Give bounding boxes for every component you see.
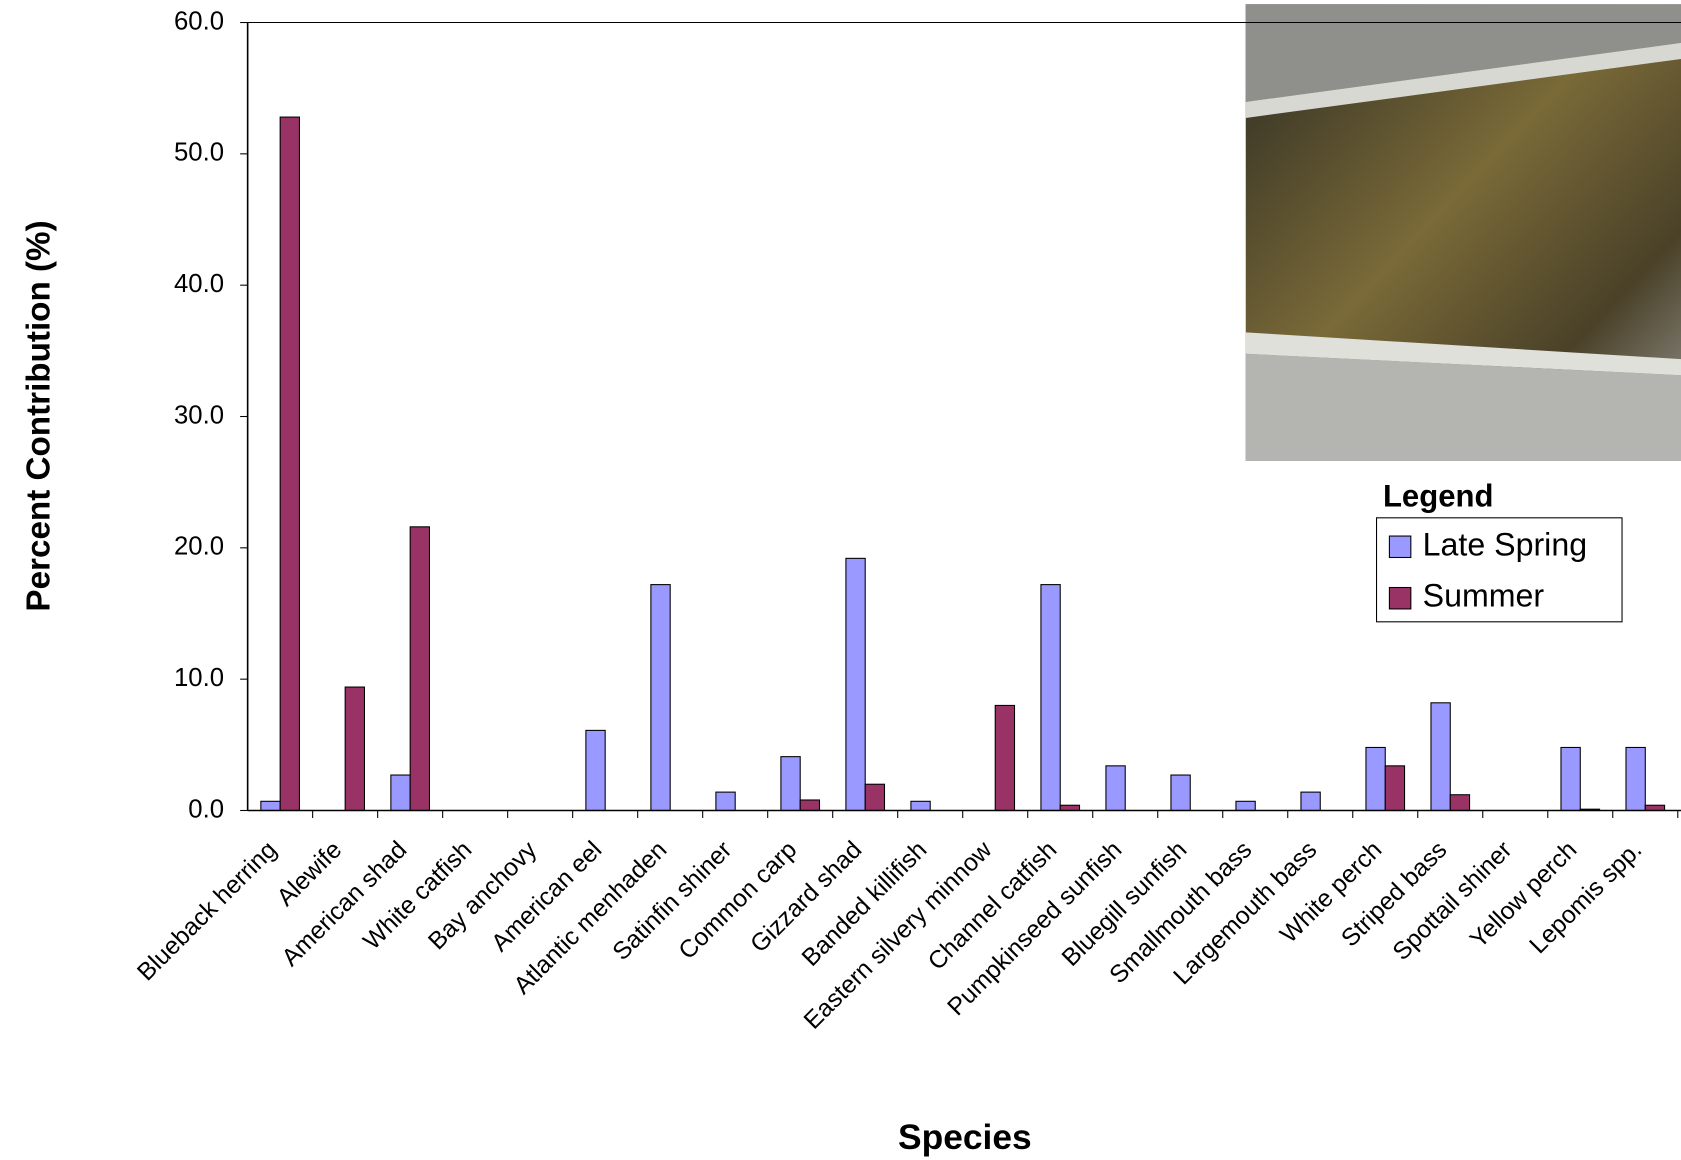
bar xyxy=(410,527,429,811)
bar xyxy=(651,585,670,811)
bar xyxy=(1450,795,1469,811)
bar xyxy=(716,792,735,810)
bar xyxy=(280,117,299,810)
y-tick-label: 20.0 xyxy=(174,533,224,561)
y-tick-label: 50.0 xyxy=(174,139,224,167)
bar xyxy=(865,784,884,810)
y-tick-label: 0.0 xyxy=(188,795,224,823)
bar xyxy=(1106,766,1125,811)
x-tick-label: Lepomis spp. xyxy=(1525,836,1648,959)
y-tick-label: 40.0 xyxy=(174,270,224,298)
bar xyxy=(781,757,800,811)
x-axis-label: Species xyxy=(898,1118,1032,1157)
y-tick-label: 30.0 xyxy=(174,401,224,429)
y-tick-label: 60.0 xyxy=(174,7,224,35)
bar xyxy=(586,730,605,810)
bar xyxy=(1366,747,1385,810)
bar xyxy=(1236,801,1255,810)
bar xyxy=(1171,775,1190,810)
y-axis-label: Percent Contribution (%) xyxy=(21,220,58,611)
bar xyxy=(1041,585,1060,811)
bar xyxy=(800,800,819,811)
y-tick-label: 10.0 xyxy=(174,664,224,692)
bar xyxy=(261,801,280,810)
bar xyxy=(1301,792,1320,810)
chart: Percent Contribution (%) Species Legend … xyxy=(0,0,1681,1160)
bar xyxy=(1431,703,1450,811)
bar xyxy=(846,558,865,810)
bar xyxy=(345,687,364,810)
legend-swatch xyxy=(1389,536,1410,557)
legend-label: Summer xyxy=(1423,578,1545,614)
legend-swatch xyxy=(1389,588,1410,609)
legend-label: Late Spring xyxy=(1423,526,1587,562)
legend-title: Legend xyxy=(1383,479,1494,514)
bar xyxy=(1561,747,1580,810)
bar xyxy=(391,775,410,810)
bar xyxy=(995,705,1014,810)
bar xyxy=(1385,766,1404,811)
bar xyxy=(1626,747,1645,810)
bar xyxy=(911,801,930,810)
photo xyxy=(1246,4,1681,461)
x-tick-label: Blueback herring xyxy=(132,836,282,986)
